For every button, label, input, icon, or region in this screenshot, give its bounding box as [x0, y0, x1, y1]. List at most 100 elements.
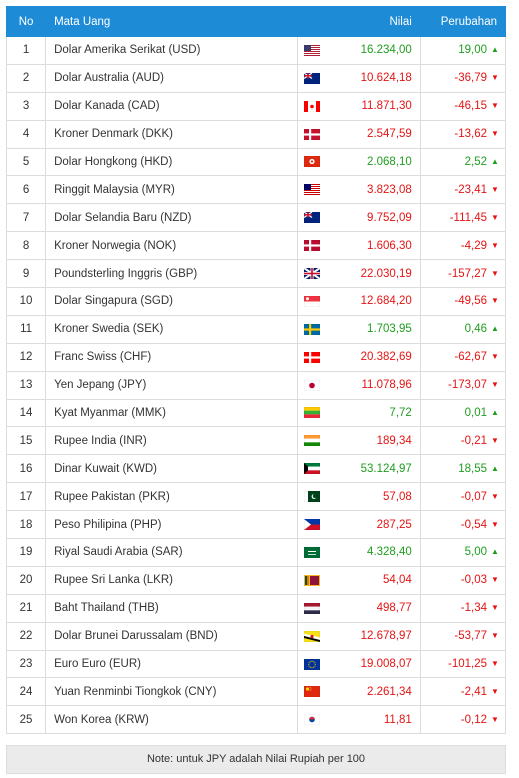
arrow-down-icon: ▼ [491, 631, 499, 641]
row-number: 8 [5, 231, 47, 261]
currency-name: Ringgit Malaysia (MYR) [45, 175, 298, 205]
footer-note: Note: untuk JPY adalah Nilai Rupiah per … [6, 745, 506, 774]
change-value: -62,67 [454, 351, 487, 364]
currency-value: 498,77 [323, 593, 421, 623]
currency-change: -0,03 ▼ [419, 565, 507, 595]
table-row: 1 Dolar Amerika Serikat (USD) 16.234,00 19,… [5, 36, 507, 65]
table-row: 5 Dolar Hongkong (HKD) 2.068,10 2,52 ▲ [5, 147, 507, 177]
currency-name: Kroner Norwegia (NOK) [45, 231, 298, 261]
arrow-down-icon: ▼ [491, 686, 499, 696]
change-value: -111,45 [449, 211, 487, 224]
sa-flag-icon [303, 546, 320, 558]
flag-cell [296, 203, 324, 233]
currency-value: 19.008,07 [323, 649, 421, 679]
currency-name: Dinar Kuwait (KWD) [45, 454, 298, 484]
currency-name: Dolar Hongkong (HKD) [45, 147, 298, 177]
row-number: 15 [5, 426, 47, 456]
row-number: 11 [5, 314, 47, 344]
flag-cell [296, 342, 324, 372]
row-number: 22 [5, 621, 47, 651]
currency-value: 287,25 [323, 510, 421, 540]
flag-cell [296, 147, 324, 177]
change-value: 0,46 [464, 323, 487, 336]
change-value: -49,56 [454, 295, 487, 308]
arrow-down-icon: ▼ [491, 101, 499, 111]
arrow-down-icon: ▼ [491, 491, 499, 501]
nz-flag-icon [303, 212, 320, 224]
gb-flag-icon [303, 268, 320, 280]
currency-value: 11.871,30 [323, 91, 421, 121]
currency-name: Dolar Kanada (CAD) [45, 91, 298, 121]
currency-name: Dolar Australia (AUD) [45, 63, 298, 93]
row-number: 2 [5, 63, 47, 93]
currency-value: 54,04 [323, 565, 421, 595]
currency-change: -0,21 ▼ [419, 426, 507, 456]
currency-name: Won Korea (KRW) [45, 705, 298, 735]
change-value: -173,07 [447, 379, 487, 392]
hk-flag-icon [303, 156, 320, 168]
change-value: -1,34 [460, 602, 487, 615]
arrow-up-icon: ▲ [491, 547, 499, 557]
arrow-down-icon: ▼ [491, 240, 499, 250]
row-number: 4 [5, 119, 47, 149]
table-row: 10 Dolar Singapura (SGD) 12.684,20 -49,56 ▼ [5, 287, 507, 316]
currency-value: 11.078,96 [323, 370, 421, 400]
table-row: 20 Rupee Sri Lanka (LKR) 54,04 -0,03 ▼ [5, 565, 507, 595]
currency-change: -13,62 ▼ [419, 119, 507, 149]
currency-name: Yuan Renminbi Tiongkok (CNY) [45, 677, 298, 707]
row-number: 23 [5, 649, 47, 679]
flag-cell [296, 398, 324, 428]
change-value: -101,25 [447, 658, 487, 671]
currency-value: 2.261,34 [323, 677, 421, 707]
currency-name: Rupee India (INR) [45, 426, 298, 456]
arrow-down-icon: ▼ [491, 212, 499, 222]
flag-cell [296, 175, 324, 205]
currency-name: Kyat Myanmar (MMK) [45, 398, 298, 428]
ca-flag-icon [303, 100, 320, 112]
pk-flag-icon [303, 491, 320, 503]
ph-flag-icon [303, 519, 320, 531]
change-value: 19,00 [458, 44, 487, 57]
currency-change: -173,07 ▼ [419, 370, 507, 400]
currency-change: -4,29 ▼ [419, 231, 507, 261]
arrow-down-icon: ▼ [491, 73, 499, 83]
currency-change: 0,46 ▲ [419, 314, 507, 344]
row-number: 25 [5, 705, 47, 735]
change-value: -0,07 [460, 490, 487, 503]
change-value: -0,54 [460, 518, 487, 531]
currency-change: 5,00 ▲ [419, 538, 507, 567]
currency-name: Dolar Selandia Baru (NZD) [45, 203, 298, 233]
table-row: 4 Kroner Denmark (DKK) 2.547,59 -13,62 ▼ [5, 119, 507, 149]
flag-cell [296, 259, 324, 289]
table-row: 19 Riyal Saudi Arabia (SAR) 4.328,40 5,00 ▲ [5, 538, 507, 567]
currency-change: -101,25 ▼ [419, 649, 507, 679]
row-number: 6 [5, 175, 47, 205]
currency-change: -0,12 ▼ [419, 705, 507, 735]
currency-value: 3.823,08 [323, 175, 421, 205]
currency-rows: 1 Dolar Amerika Serikat (USD) 16.234,00 19,… [5, 36, 507, 735]
arrow-up-icon: ▲ [491, 157, 499, 166]
row-number: 9 [5, 259, 47, 289]
row-number: 19 [5, 538, 47, 567]
change-value: -0,21 [460, 434, 487, 447]
flag-cell [296, 63, 324, 93]
arrow-down-icon: ▼ [491, 268, 499, 278]
change-value: -2,41 [460, 685, 487, 698]
table-row: 16 Dinar Kuwait (KWD) 53.124,97 18,55 ▲ [5, 454, 507, 484]
currency-value: 10.624,18 [323, 63, 421, 93]
arrow-up-icon: ▲ [491, 408, 499, 418]
currency-value: 2.068,10 [323, 147, 421, 177]
bn-flag-icon [303, 630, 320, 642]
currency-rates-table: No Mata Uang Nilai Perubahan 1 Dolar Amer… [5, 6, 507, 735]
table-row: 6 Ringgit Malaysia (MYR) 3.823,08 -23,41 ▼ [5, 175, 507, 205]
currency-name: Poundsterling Inggris (GBP) [45, 259, 298, 289]
change-value: -157,27 [447, 267, 487, 280]
arrow-down-icon: ▼ [491, 184, 499, 194]
currency-value: 9.752,09 [323, 203, 421, 233]
header-currency: Mata Uang [45, 6, 298, 37]
currency-name: Rupee Sri Lanka (LKR) [45, 565, 298, 595]
arrow-down-icon: ▼ [491, 352, 499, 362]
currency-value: 1.606,30 [323, 231, 421, 261]
flag-cell [296, 36, 324, 65]
